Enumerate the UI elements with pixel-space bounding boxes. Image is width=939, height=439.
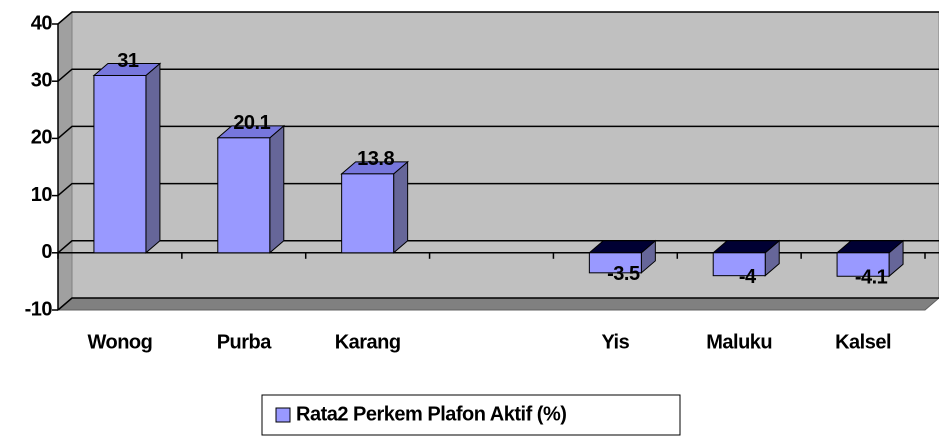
bar-side <box>393 160 409 254</box>
bar-side <box>145 62 161 254</box>
grid-line <box>57 125 939 139</box>
bar <box>712 252 766 277</box>
x-tick-label: Maluku <box>706 331 772 353</box>
grid-line <box>57 297 939 311</box>
bar <box>217 137 271 254</box>
data-label: -4 <box>739 266 757 288</box>
grid-line <box>57 68 939 82</box>
bar <box>93 74 147 254</box>
data-label: 31 <box>117 50 139 72</box>
bar-side <box>269 124 285 254</box>
x-tick-label: Karang <box>335 331 401 353</box>
x-tick-label: Yis <box>601 331 629 353</box>
data-label: 20.1 <box>233 112 270 134</box>
side-wall <box>57 10 73 312</box>
legend-marker <box>275 407 291 423</box>
bar <box>588 252 642 274</box>
data-label: -3.5 <box>607 263 640 285</box>
y-tick-label: -10 <box>25 298 53 320</box>
floor <box>56 297 939 311</box>
data-label: 13.8 <box>357 148 394 170</box>
y-tick-label: 30 <box>31 69 53 91</box>
y-tick-label: 20 <box>31 127 53 149</box>
grid-line <box>57 182 939 197</box>
x-tick-label: Wonog <box>87 331 152 353</box>
grid-line <box>57 11 939 25</box>
y-tick-label: 40 <box>31 12 53 34</box>
x-tick-label: Purba <box>217 331 273 353</box>
plot-walls <box>56 10 939 312</box>
y-tick-label: 10 <box>31 184 53 206</box>
data-label: -4.1 <box>855 267 888 289</box>
bar <box>341 173 395 254</box>
y-tick-label: 0 <box>41 241 52 263</box>
back-wall <box>71 11 939 299</box>
legend-label: Rata2 Perkem Plafon Aktif (%) <box>296 403 566 425</box>
legend-box <box>261 394 681 436</box>
bar <box>836 252 890 277</box>
x-tick-label: Kalsel <box>835 331 891 353</box>
